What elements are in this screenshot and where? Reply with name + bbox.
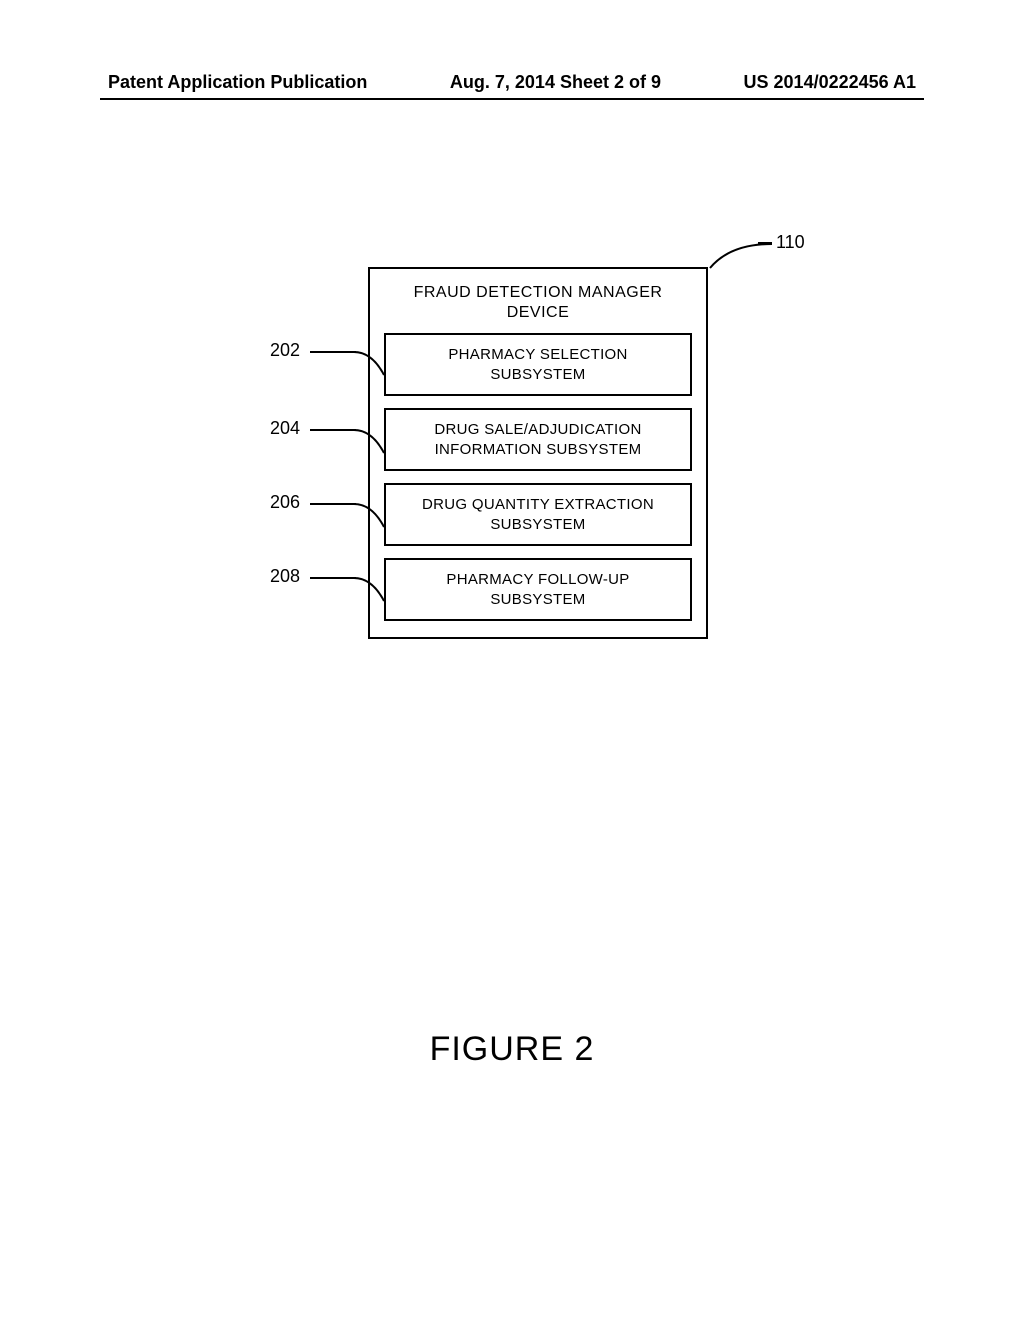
ref-206: 206 xyxy=(270,492,300,513)
ref-204: 204 xyxy=(270,418,300,439)
subsystem-line2: INFORMATION SUBSYSTEM xyxy=(435,441,642,458)
leader-208-h xyxy=(310,577,356,579)
ref-202: 202 xyxy=(270,340,300,361)
header-rule xyxy=(100,98,924,100)
subsystem-line2: SUBSYSTEM xyxy=(490,366,585,383)
subsystem-line1: PHARMACY FOLLOW-UP xyxy=(446,571,629,588)
header-center: Aug. 7, 2014 Sheet 2 of 9 xyxy=(450,72,661,93)
subsystem-line2: SUBSYSTEM xyxy=(490,516,585,533)
subsystem-line1: PHARMACY SELECTION xyxy=(448,346,627,363)
leader-206-h xyxy=(310,503,356,505)
subsystem-box: PHARMACY FOLLOW-UP SUBSYSTEM xyxy=(384,558,692,621)
page-header: Patent Application Publication Aug. 7, 2… xyxy=(0,72,1024,93)
subsystem-line1: DRUG SALE/ADJUDICATION xyxy=(434,421,641,438)
ref-208: 208 xyxy=(270,566,300,587)
subsystem-box: DRUG QUANTITY EXTRACTION SUBSYSTEM xyxy=(384,483,692,546)
leader-110-dash xyxy=(758,242,772,244)
device-title: FRAUD DETECTION MANAGER DEVICE xyxy=(384,283,692,323)
leader-110 xyxy=(700,240,776,280)
device-box: FRAUD DETECTION MANAGER DEVICE PHARMACY … xyxy=(368,267,708,639)
figure-caption: FIGURE 2 xyxy=(0,1030,1024,1069)
device-title-line1: FRAUD DETECTION MANAGER xyxy=(414,284,663,301)
header-right: US 2014/0222456 A1 xyxy=(744,72,916,93)
subsystem-line1: DRUG QUANTITY EXTRACTION xyxy=(422,496,654,513)
subsystem-line2: SUBSYSTEM xyxy=(490,591,585,608)
device-title-line2: DEVICE xyxy=(507,304,570,321)
page: Patent Application Publication Aug. 7, 2… xyxy=(0,0,1024,1320)
leader-202-h xyxy=(310,351,356,353)
subsystem-box: PHARMACY SELECTION SUBSYSTEM xyxy=(384,333,692,396)
ref-device: 110 xyxy=(776,232,805,253)
header-left: Patent Application Publication xyxy=(108,72,367,93)
leader-204-h xyxy=(310,429,356,431)
subsystem-box: DRUG SALE/ADJUDICATION INFORMATION SUBSY… xyxy=(384,408,692,471)
